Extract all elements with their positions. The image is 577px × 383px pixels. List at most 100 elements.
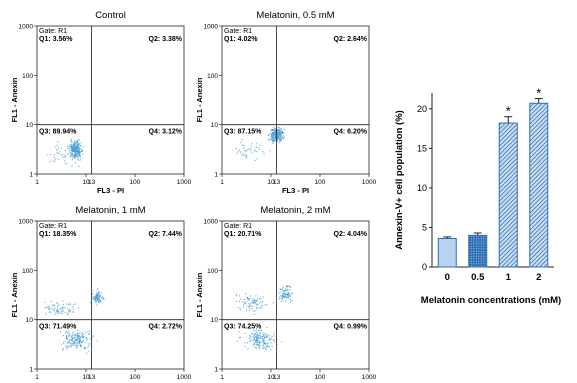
event-dot <box>249 148 251 150</box>
event-dot <box>281 133 283 135</box>
event-dot <box>275 132 277 134</box>
event-dot <box>71 343 73 345</box>
event-dot <box>248 299 250 301</box>
event-dot <box>288 297 290 299</box>
event-dot <box>288 291 290 293</box>
event-dot <box>250 340 252 342</box>
event-dot <box>69 146 71 148</box>
event-dot <box>81 334 83 336</box>
event-dot <box>77 146 79 148</box>
event-dot <box>274 335 276 337</box>
event-dot <box>283 295 285 297</box>
event-dot <box>84 347 86 349</box>
event-dot <box>270 137 272 139</box>
event-dot <box>262 340 264 342</box>
event-dot <box>262 340 264 342</box>
event-dot <box>253 300 255 302</box>
x-tick-label: 100 <box>130 179 141 186</box>
event-dot <box>237 306 239 308</box>
event-dot <box>272 135 274 137</box>
event-dot <box>77 339 79 341</box>
event-dot <box>78 149 80 151</box>
event-dot <box>255 334 257 336</box>
event-dot <box>69 333 71 335</box>
event-dot <box>52 309 54 311</box>
event-dot <box>246 156 248 158</box>
event-dot <box>70 339 72 341</box>
event-dot <box>87 333 89 335</box>
event-dot <box>69 149 71 151</box>
event-dot <box>260 337 262 339</box>
event-dot <box>262 332 264 334</box>
event-dot <box>81 150 83 152</box>
x-axis-label: FL3 - PI <box>97 186 124 195</box>
x-tick-label: 1 <box>220 179 224 186</box>
event-dot <box>235 300 237 302</box>
event-dot <box>68 150 70 152</box>
event-dot <box>76 144 78 146</box>
event-dot <box>76 150 78 152</box>
event-dot <box>240 298 242 300</box>
event-dot <box>236 152 238 154</box>
event-dot <box>75 154 77 156</box>
event-dot <box>74 336 76 338</box>
event-dot <box>282 295 284 297</box>
event-dot <box>273 139 275 141</box>
event-dot <box>259 347 261 349</box>
event-dot <box>70 311 72 313</box>
event-dot <box>66 153 68 155</box>
event-dot <box>88 350 90 352</box>
event-dot <box>246 150 248 152</box>
event-dot <box>253 338 255 340</box>
event-dot <box>78 154 80 156</box>
event-dot <box>280 298 282 300</box>
event-dot <box>71 332 73 334</box>
event-dot <box>263 337 265 339</box>
event-dot <box>256 304 258 306</box>
event-dot <box>239 337 241 339</box>
event-dot <box>74 338 76 340</box>
event-dot <box>57 310 59 312</box>
event-dot <box>280 135 282 137</box>
event-dot <box>48 306 50 308</box>
event-dot <box>253 333 255 335</box>
event-dot <box>280 132 282 134</box>
event-dot <box>257 340 259 342</box>
event-dot <box>283 132 285 134</box>
gate-label: Gate: R1 <box>224 28 252 35</box>
event-dot <box>74 149 76 151</box>
event-dot <box>244 154 246 156</box>
event-dot <box>259 337 261 339</box>
event-dot <box>275 128 277 130</box>
event-dot <box>98 301 100 303</box>
event-dot <box>78 151 80 153</box>
event-dot <box>56 302 58 304</box>
y-axis-label: FL1 - Anexin <box>10 77 19 122</box>
event-dot <box>290 299 292 301</box>
y-tick-label: 1 <box>214 367 218 374</box>
event-dot <box>95 299 97 301</box>
event-dot <box>285 294 287 296</box>
event-dot <box>270 136 272 138</box>
event-dot <box>277 132 279 134</box>
event-dot <box>282 136 284 138</box>
event-dot <box>76 153 78 155</box>
event-dot <box>248 298 250 300</box>
event-dot <box>264 333 266 335</box>
x-tick-label: 1000 <box>177 374 192 381</box>
event-dot <box>73 149 75 151</box>
event-dot <box>274 129 276 131</box>
event-dot <box>79 338 81 340</box>
event-dot <box>99 295 101 297</box>
event-dot <box>265 336 267 338</box>
event-dot <box>255 344 257 346</box>
event-dot <box>62 307 64 309</box>
event-dot <box>284 296 286 298</box>
x-tick-label-gate: 13 <box>88 374 96 381</box>
event-dot <box>75 338 77 340</box>
event-dot <box>238 337 240 339</box>
event-dot <box>249 304 251 306</box>
event-dot <box>62 156 64 158</box>
